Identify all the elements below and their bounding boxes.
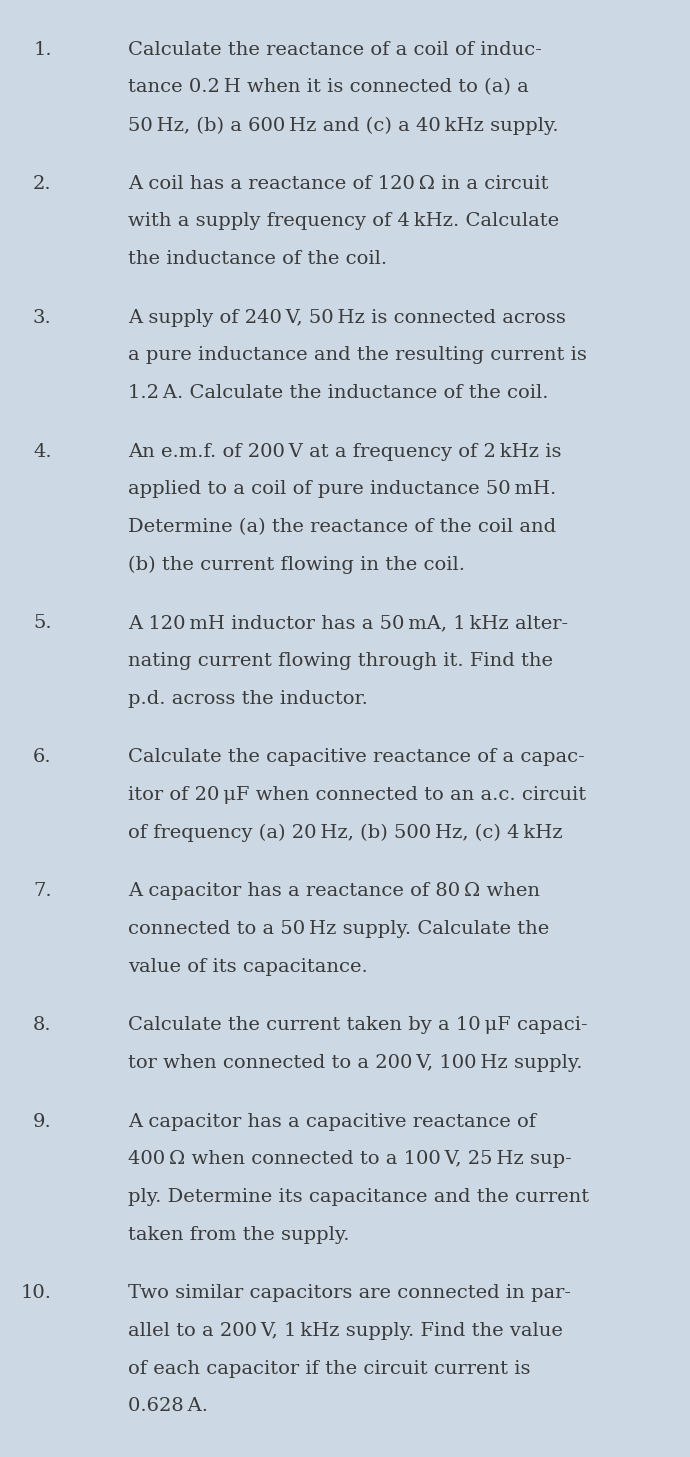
Text: Determine (a) the reactance of the coil and: Determine (a) the reactance of the coil …: [128, 519, 555, 536]
Text: 6.: 6.: [33, 749, 52, 766]
Text: 50 Hz, (b) a 600 Hz and (c) a 40 kHz supply.: 50 Hz, (b) a 600 Hz and (c) a 40 kHz sup…: [128, 117, 558, 134]
Text: 1.2 A. Calculate the inductance of the coil.: 1.2 A. Calculate the inductance of the c…: [128, 385, 548, 402]
Text: connected to a 50 Hz supply. Calculate the: connected to a 50 Hz supply. Calculate t…: [128, 919, 549, 938]
Text: 10.: 10.: [21, 1284, 52, 1303]
Text: 7.: 7.: [33, 883, 52, 900]
Text: the inductance of the coil.: the inductance of the coil.: [128, 251, 387, 268]
Text: of frequency (a) 20 Hz, (b) 500 Hz, (c) 4 kHz: of frequency (a) 20 Hz, (b) 500 Hz, (c) …: [128, 823, 562, 842]
Text: tor when connected to a 200 V, 100 Hz supply.: tor when connected to a 200 V, 100 Hz su…: [128, 1053, 582, 1072]
Text: p.d. across the inductor.: p.d. across the inductor.: [128, 689, 368, 708]
Text: allel to a 200 V, 1 kHz supply. Find the value: allel to a 200 V, 1 kHz supply. Find the…: [128, 1321, 562, 1340]
Text: A coil has a reactance of 120 Ω in a circuit: A coil has a reactance of 120 Ω in a cir…: [128, 175, 548, 192]
Text: (b) the current flowing in the coil.: (b) the current flowing in the coil.: [128, 557, 464, 574]
Text: nating current flowing through it. Find the: nating current flowing through it. Find …: [128, 653, 553, 670]
Text: 8.: 8.: [33, 1017, 52, 1034]
Text: 0.628 A.: 0.628 A.: [128, 1397, 208, 1415]
Text: A capacitor has a reactance of 80 Ω when: A capacitor has a reactance of 80 Ω when: [128, 883, 540, 900]
Text: Calculate the capacitive reactance of a capac-: Calculate the capacitive reactance of a …: [128, 749, 584, 766]
Text: 400 Ω when connected to a 100 V, 25 Hz sup-: 400 Ω when connected to a 100 V, 25 Hz s…: [128, 1150, 571, 1169]
Text: Calculate the current taken by a 10 μF capaci-: Calculate the current taken by a 10 μF c…: [128, 1017, 587, 1034]
Text: Calculate the reactance of a coil of induc-: Calculate the reactance of a coil of ind…: [128, 41, 542, 58]
Text: A 120 mH inductor has a 50 mA, 1 kHz alter-: A 120 mH inductor has a 50 mA, 1 kHz alt…: [128, 615, 568, 632]
Text: An e.m.f. of 200 V at a frequency of 2 kHz is: An e.m.f. of 200 V at a frequency of 2 k…: [128, 443, 561, 460]
Text: 5.: 5.: [33, 615, 52, 632]
Text: 4.: 4.: [33, 443, 52, 460]
Text: value of its capacitance.: value of its capacitance.: [128, 957, 367, 976]
Text: A capacitor has a capacitive reactance of: A capacitor has a capacitive reactance o…: [128, 1113, 535, 1131]
Text: 2.: 2.: [33, 175, 52, 192]
Text: A supply of 240 V, 50 Hz is connected across: A supply of 240 V, 50 Hz is connected ac…: [128, 309, 566, 326]
Text: itor of 20 μF when connected to an a.c. circuit: itor of 20 μF when connected to an a.c. …: [128, 787, 586, 804]
Text: of each capacitor if the circuit current is: of each capacitor if the circuit current…: [128, 1359, 530, 1378]
Text: 9.: 9.: [33, 1113, 52, 1131]
Text: ply. Determine its capacitance and the current: ply. Determine its capacitance and the c…: [128, 1187, 589, 1206]
Text: Two similar capacitors are connected in par-: Two similar capacitors are connected in …: [128, 1284, 571, 1303]
Text: applied to a coil of pure inductance 50 mH.: applied to a coil of pure inductance 50 …: [128, 481, 556, 498]
Text: a pure inductance and the resulting current is: a pure inductance and the resulting curr…: [128, 347, 586, 364]
Text: 3.: 3.: [33, 309, 52, 326]
Text: 1.: 1.: [33, 41, 52, 58]
Text: tance 0.2 H when it is connected to (a) a: tance 0.2 H when it is connected to (a) …: [128, 79, 529, 96]
Text: taken from the supply.: taken from the supply.: [128, 1225, 349, 1244]
Text: with a supply frequency of 4 kHz. Calculate: with a supply frequency of 4 kHz. Calcul…: [128, 213, 559, 230]
